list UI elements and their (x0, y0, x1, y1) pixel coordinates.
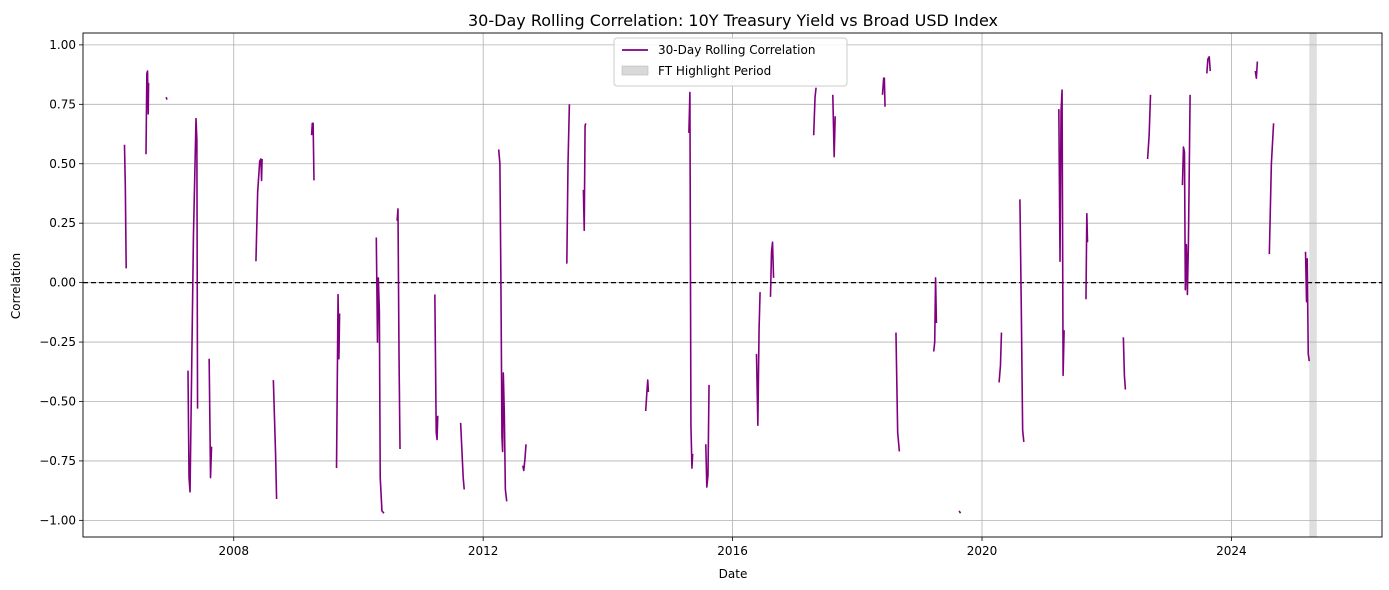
series-line-segment (769, 241, 775, 297)
series-line-segment (998, 332, 1003, 383)
chart-title: 30-Day Rolling Correlation: 10Y Treasury… (468, 11, 998, 30)
series-line-segment (1268, 123, 1275, 255)
y-tick-label: 0.00 (49, 276, 76, 290)
y-tick-label: 0.75 (49, 97, 76, 111)
x-tick-label: 2016 (717, 544, 748, 558)
series-line-segment (521, 444, 527, 472)
series-line-segment (1122, 337, 1127, 390)
y-axis-label: Correlation (9, 253, 23, 319)
series-line-segment (145, 70, 150, 155)
y-tick-label: −0.75 (39, 454, 76, 468)
legend-box (613, 37, 848, 87)
series-line-segment (1019, 199, 1025, 442)
series-line-segment (688, 91, 694, 469)
x-tick-label: 2020 (967, 544, 998, 558)
series-line-segment (310, 122, 315, 181)
series-line-segment (1254, 61, 1259, 79)
axes-frame (82, 32, 1383, 538)
series-line-segment (1304, 251, 1311, 362)
series-line-segment (895, 332, 901, 452)
legend-patch-swatch (621, 65, 649, 76)
legend-label-series: 30-Day Rolling Correlation (658, 43, 815, 57)
series-line-segment (812, 87, 817, 136)
y-tick-label: −0.50 (39, 394, 76, 408)
series-line-segment (165, 96, 168, 100)
series-line-segment (255, 158, 263, 262)
series-line-segment (208, 358, 213, 479)
series-line-segment (1058, 89, 1065, 377)
series-line-segment (459, 422, 466, 490)
x-axis-label: Date (719, 567, 748, 581)
series-line-segment (932, 277, 938, 352)
x-tick-label: 2008 (218, 544, 249, 558)
x-tick-label: 2012 (468, 544, 499, 558)
y-tick-label: 0.25 (49, 216, 76, 230)
series-line-segment (582, 123, 587, 232)
series-line-segment (497, 149, 508, 502)
legend: 30-Day Rolling Correlation FT Highlight P… (613, 37, 848, 87)
series-line-segment (755, 292, 761, 427)
series-line-segment (644, 379, 650, 412)
y-tick-label: 1.00 (49, 38, 76, 52)
series-line-segment (272, 380, 278, 499)
series-line-segment (1146, 94, 1152, 160)
series-line-segment (1181, 94, 1191, 296)
series-line-segment (566, 104, 571, 264)
series-line-segment (881, 77, 886, 107)
series-line-segment (187, 117, 199, 493)
series-line-segment (704, 384, 710, 488)
series-line-segment (1206, 55, 1212, 74)
series-line-segment (396, 208, 401, 450)
series-line-segment (434, 294, 439, 441)
series-line-segment (958, 510, 962, 514)
series-line-segment (832, 94, 836, 158)
y-tick-label: 0.50 (49, 157, 76, 171)
x-tick-label: 2024 (1216, 544, 1247, 558)
y-tick-label: −0.25 (39, 335, 76, 349)
y-tick-label: −1.00 (39, 513, 76, 527)
series-line-segment (1085, 212, 1089, 300)
highlight-band (1309, 33, 1317, 537)
series-line-segment (123, 144, 127, 269)
series-line-segment (335, 293, 341, 469)
series-line-segment (375, 237, 385, 514)
legend-label-highlight: FT Highlight Period (658, 64, 771, 78)
